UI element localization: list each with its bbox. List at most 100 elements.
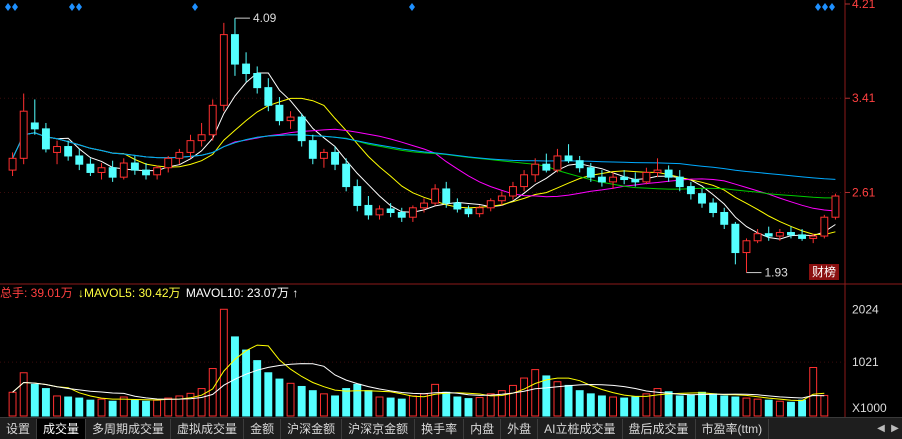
mavol5-line — [12, 344, 825, 402]
volume-indicator-row: 总手: 39.01万 ↓MAVOL5: 30.42万 MAVOL10: 23.0… — [0, 286, 300, 300]
candle-body — [497, 195, 506, 202]
volume-bar — [41, 388, 50, 417]
volume-bar — [798, 399, 807, 417]
volume-bar — [331, 395, 339, 417]
candle-body — [586, 167, 595, 178]
price-ma10-line — [12, 97, 836, 236]
volume-bar — [197, 388, 206, 417]
candle-body — [342, 163, 351, 188]
candle-body — [609, 176, 617, 183]
volume-tick-label: 1021 — [852, 355, 879, 369]
tab-0[interactable]: 设置 — [0, 418, 38, 439]
candle-body — [142, 169, 150, 176]
volume-bar — [453, 396, 462, 417]
volume-bar — [720, 395, 729, 417]
candle-body — [731, 223, 740, 254]
price-ma60-line — [12, 132, 836, 180]
volume-bar — [8, 391, 17, 417]
volume-bar — [431, 383, 440, 417]
tab-2[interactable]: 多周期成交量 — [86, 418, 172, 439]
candle-body — [775, 232, 784, 237]
volume-bar — [64, 396, 73, 417]
volume-bar — [30, 383, 39, 417]
candle-body — [364, 204, 373, 216]
volume-bar — [130, 399, 139, 417]
scroll-right-icon[interactable]: ▶ — [891, 422, 899, 434]
volume-bar — [75, 397, 84, 417]
volume-bar — [686, 394, 695, 417]
volume-bar — [609, 396, 617, 417]
candle-body — [386, 208, 395, 213]
candle-body — [8, 157, 17, 171]
volume-bar — [286, 382, 295, 417]
candle-body — [286, 116, 295, 122]
tab-11[interactable]: 盘后成交量 — [623, 418, 696, 439]
candle-body — [575, 160, 584, 169]
candle-body — [397, 212, 406, 218]
tab-7[interactable]: 换手率 — [415, 418, 465, 439]
tab-8[interactable]: 内盘 — [464, 418, 502, 439]
candle-body — [308, 140, 317, 159]
tab-12[interactable]: 市盈率(ttm) — [696, 418, 770, 439]
volume-tick-label: 2024 — [852, 302, 879, 316]
volume-bar — [353, 383, 362, 417]
volume-bar — [820, 394, 829, 417]
candle-body — [698, 193, 706, 204]
volume-bar — [564, 384, 573, 417]
finance-button[interactable]: 财榜 — [809, 264, 839, 280]
candle-body — [175, 151, 184, 159]
volume-bar — [275, 378, 284, 417]
candle-body — [41, 128, 50, 150]
volume-bar — [219, 308, 228, 417]
volume-bar — [753, 398, 762, 417]
price-tick-label: 2.61 — [852, 185, 876, 199]
volume-bar — [509, 384, 517, 417]
candle-body — [442, 188, 451, 204]
volume-unit-label: X1000 — [852, 401, 887, 415]
high-price-label: 4.09 — [253, 11, 277, 25]
tab-3[interactable]: 虚拟成交量 — [171, 418, 245, 439]
candle-body — [97, 167, 106, 173]
candle-body — [108, 167, 117, 178]
volume-bar — [408, 395, 417, 417]
candle-body — [509, 186, 517, 197]
tab-1[interactable]: 成交量 — [37, 418, 87, 439]
candle-body — [319, 151, 328, 159]
stock-chart[interactable]: 4.21 3.41 2.61 2024 1021 X1000 4.09 1.93 — [0, 0, 902, 417]
volume-bar — [19, 372, 28, 417]
volume-bar — [308, 390, 317, 417]
volume-bar — [253, 360, 262, 417]
candle-body — [820, 216, 829, 237]
candle-body — [75, 155, 84, 165]
candle-body — [331, 151, 339, 165]
tab-scroll-arrows[interactable]: ◀ ▶ — [874, 418, 902, 438]
volume-bar — [486, 393, 495, 417]
candle-body — [486, 200, 495, 209]
scroll-left-icon[interactable]: ◀ — [877, 422, 885, 434]
tab-10[interactable]: AI立桩成交量 — [538, 418, 623, 439]
candle-body — [831, 195, 840, 218]
volume-bar — [597, 395, 606, 417]
volume-bar — [475, 397, 484, 417]
candle-body — [686, 186, 695, 195]
volume-bar — [709, 393, 718, 417]
volume-bar — [675, 395, 684, 417]
volume-bar — [319, 393, 328, 417]
event-marker-icon — [76, 3, 82, 11]
candle-body — [453, 202, 462, 210]
candle-body — [653, 169, 662, 173]
mavol10-label: MAVOL10: 23.07万 ↑ — [185, 286, 299, 300]
mavol5-label: ↓MAVOL5: 30.42万 — [78, 286, 181, 300]
tab-4[interactable]: 金额 — [244, 418, 282, 439]
candle-body — [53, 146, 61, 153]
candle-body — [642, 171, 651, 183]
candle-body — [119, 162, 128, 178]
volume-bar — [575, 390, 584, 417]
tab-9[interactable]: 外盘 — [501, 418, 539, 439]
tab-6[interactable]: 沪深京金额 — [342, 418, 416, 439]
volume-bar — [653, 388, 662, 417]
event-marker-icon — [409, 3, 415, 11]
tab-5[interactable]: 沪深金额 — [281, 418, 343, 439]
candle-body — [597, 176, 606, 183]
candle-body — [164, 157, 173, 169]
